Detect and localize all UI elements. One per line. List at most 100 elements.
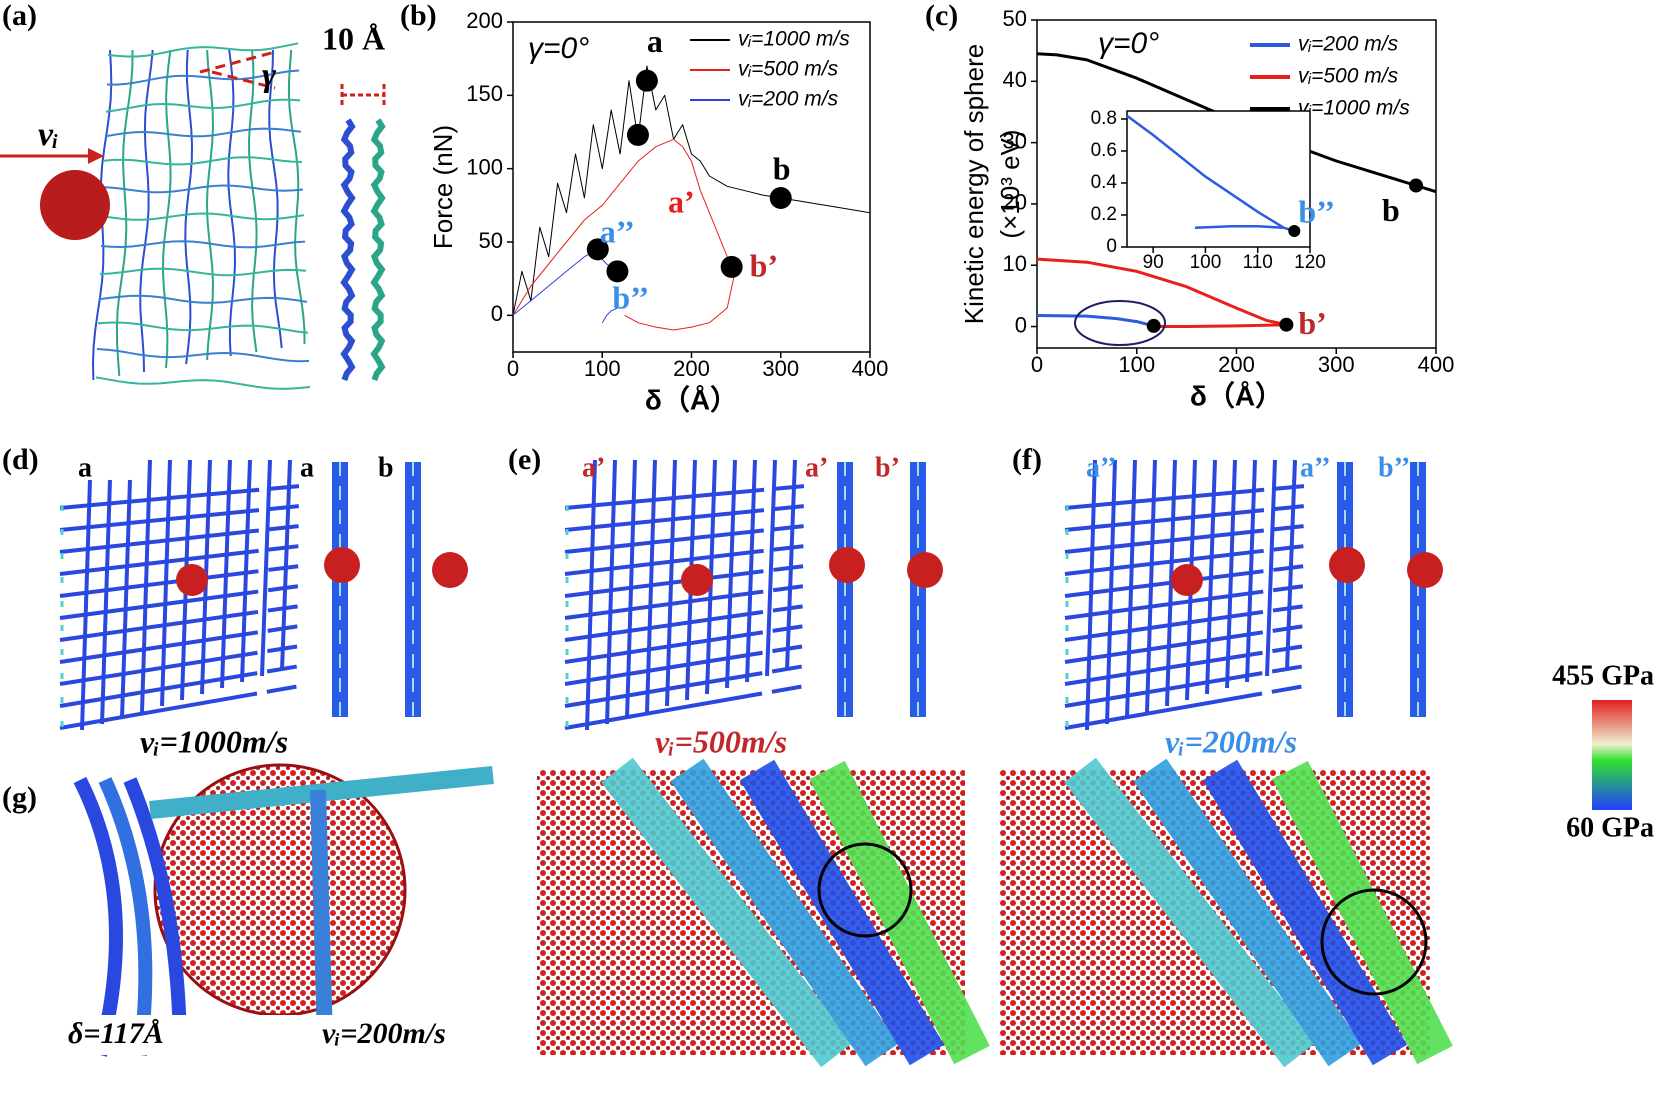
legend-label: vᵢ=500 m/s — [738, 58, 839, 81]
sphere — [1171, 564, 1203, 596]
x-tick-label: 100 — [1118, 352, 1155, 377]
mesh-fiber — [100, 240, 306, 249]
state-label: a’’ — [1300, 452, 1331, 483]
series-line — [1036, 314, 1155, 328]
fiber-h — [564, 504, 806, 532]
sphere — [829, 547, 865, 583]
x-tick-label: 110 — [1243, 252, 1273, 273]
y-axis-label: Kinetic energy of sphere — [959, 44, 989, 324]
fiber-band — [1064, 757, 1316, 1068]
mesh-fiber — [101, 212, 305, 221]
illustrations — [0, 42, 1453, 1068]
mesh-fiber — [161, 49, 172, 369]
mesh-fiber — [247, 49, 258, 353]
y-tick-label: 50 — [1003, 6, 1027, 31]
state-label: b — [773, 150, 791, 186]
state-label: b’’ — [1298, 193, 1335, 229]
mesh-fiber — [97, 321, 309, 334]
speed-label: vᵢ=500m/s — [655, 723, 787, 759]
mesh-fiber — [106, 69, 300, 86]
panel-label: (b) — [400, 0, 437, 32]
legend-label: vᵢ=1000 m/s — [738, 28, 850, 51]
sphere — [1407, 552, 1443, 588]
series-line — [512, 248, 618, 323]
x-tick-label: 200 — [1218, 352, 1255, 377]
fiber-h — [1064, 544, 1306, 576]
legend-label: vᵢ=200 m/s — [738, 88, 839, 111]
y-tick-label: 50 — [479, 228, 503, 253]
y-tick-label: 0 — [1015, 312, 1027, 337]
fiber-h — [1064, 504, 1306, 532]
state-label: a’ — [582, 452, 605, 483]
panel-label: (e) — [508, 443, 541, 476]
fiber-h — [59, 584, 301, 620]
x-tick-label: 100 — [1190, 252, 1222, 273]
fiber-h — [1064, 604, 1306, 642]
mesh-fiber — [115, 49, 134, 377]
mesh-fiber — [95, 376, 311, 390]
mesh-fiber — [107, 42, 299, 58]
state-label: b’’ — [612, 280, 649, 316]
fiber-v — [1265, 459, 1277, 677]
fiber-h — [1064, 624, 1306, 664]
sphere — [432, 552, 468, 588]
mesh-fiber — [105, 98, 301, 113]
x-tick-label: 400 — [852, 356, 889, 381]
state-marker — [720, 255, 743, 278]
fiber-h — [564, 544, 806, 576]
x-axis-label: δ（Å） — [645, 383, 738, 415]
angle-arrow — [199, 50, 276, 90]
y-tick-label: 20 — [1003, 190, 1027, 215]
fiber-h — [59, 664, 301, 708]
x-tick-label: 120 — [1294, 252, 1326, 273]
fiber-v — [765, 459, 777, 677]
legend-label: vᵢ=500 m/s — [1298, 65, 1399, 88]
y-axis-label: (×10³ eV) — [995, 129, 1025, 238]
fiber-h — [59, 484, 301, 510]
x-tick-label: 200 — [673, 356, 710, 381]
fiber-band — [739, 759, 945, 1066]
highlight-ellipse — [1074, 300, 1166, 346]
series-line — [1036, 257, 1287, 328]
x-tick-label: 300 — [1318, 352, 1355, 377]
x-axis-label: δ（Å） — [1190, 379, 1283, 411]
y-tick-label: 0 — [491, 301, 503, 326]
fiber-h — [564, 644, 806, 686]
panel-label: (c) — [925, 0, 958, 32]
velocity-label: vᵢ — [38, 116, 59, 153]
label-box — [62, 1015, 493, 1055]
panel-label: (g) — [2, 781, 37, 814]
legend-label: vᵢ=1000 m/s — [1298, 97, 1410, 120]
speed-label: vᵢ=200m/s — [322, 1017, 446, 1050]
fiber-band — [809, 760, 990, 1065]
fiber-h — [59, 524, 301, 554]
state-label: b’ — [750, 247, 778, 283]
fiber-h — [564, 604, 806, 642]
y-tick-label: 0.4 — [1091, 172, 1118, 193]
fiber-h — [1064, 664, 1306, 708]
state-label: a — [647, 23, 663, 59]
y-tick-label: 150 — [466, 81, 503, 106]
state-label: b’ — [875, 452, 900, 483]
panel-label: (a) — [2, 0, 37, 32]
y-tick-label: 0.2 — [1091, 204, 1117, 225]
fiber-v — [1285, 459, 1297, 671]
fiber-h — [564, 484, 806, 510]
fiber-v — [120, 479, 132, 719]
state-marker — [1146, 318, 1161, 333]
y-tick-label: 30 — [1003, 128, 1027, 153]
y-tick-label: 200 — [466, 8, 503, 33]
delta-label: δ=117Å — [68, 1017, 164, 1050]
fiber-band — [1202, 759, 1408, 1066]
speed-label: vᵢ=200m/s — [1165, 723, 1297, 759]
fiber-v — [785, 459, 797, 671]
fiber-band — [1133, 758, 1362, 1067]
x-tick-label: 100 — [584, 356, 621, 381]
colorbar-min: 60 GPa — [1566, 812, 1654, 843]
mesh-fiber — [268, 49, 283, 349]
mesh-fiber — [96, 348, 310, 363]
arrow-head — [88, 148, 104, 164]
fiber-h — [1064, 484, 1306, 510]
x-tick-label: 0 — [1031, 352, 1043, 377]
x-tick-label: 300 — [762, 356, 799, 381]
